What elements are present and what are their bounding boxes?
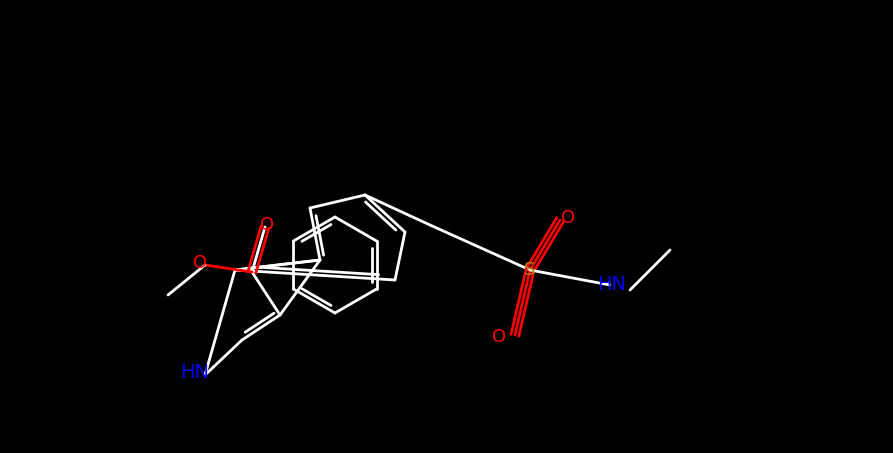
Text: HN: HN (597, 275, 627, 294)
Text: O: O (260, 216, 274, 234)
Text: S: S (524, 261, 536, 279)
Text: O: O (193, 254, 207, 272)
Text: HN: HN (180, 363, 210, 382)
Text: O: O (561, 209, 575, 227)
Text: O: O (492, 328, 506, 346)
